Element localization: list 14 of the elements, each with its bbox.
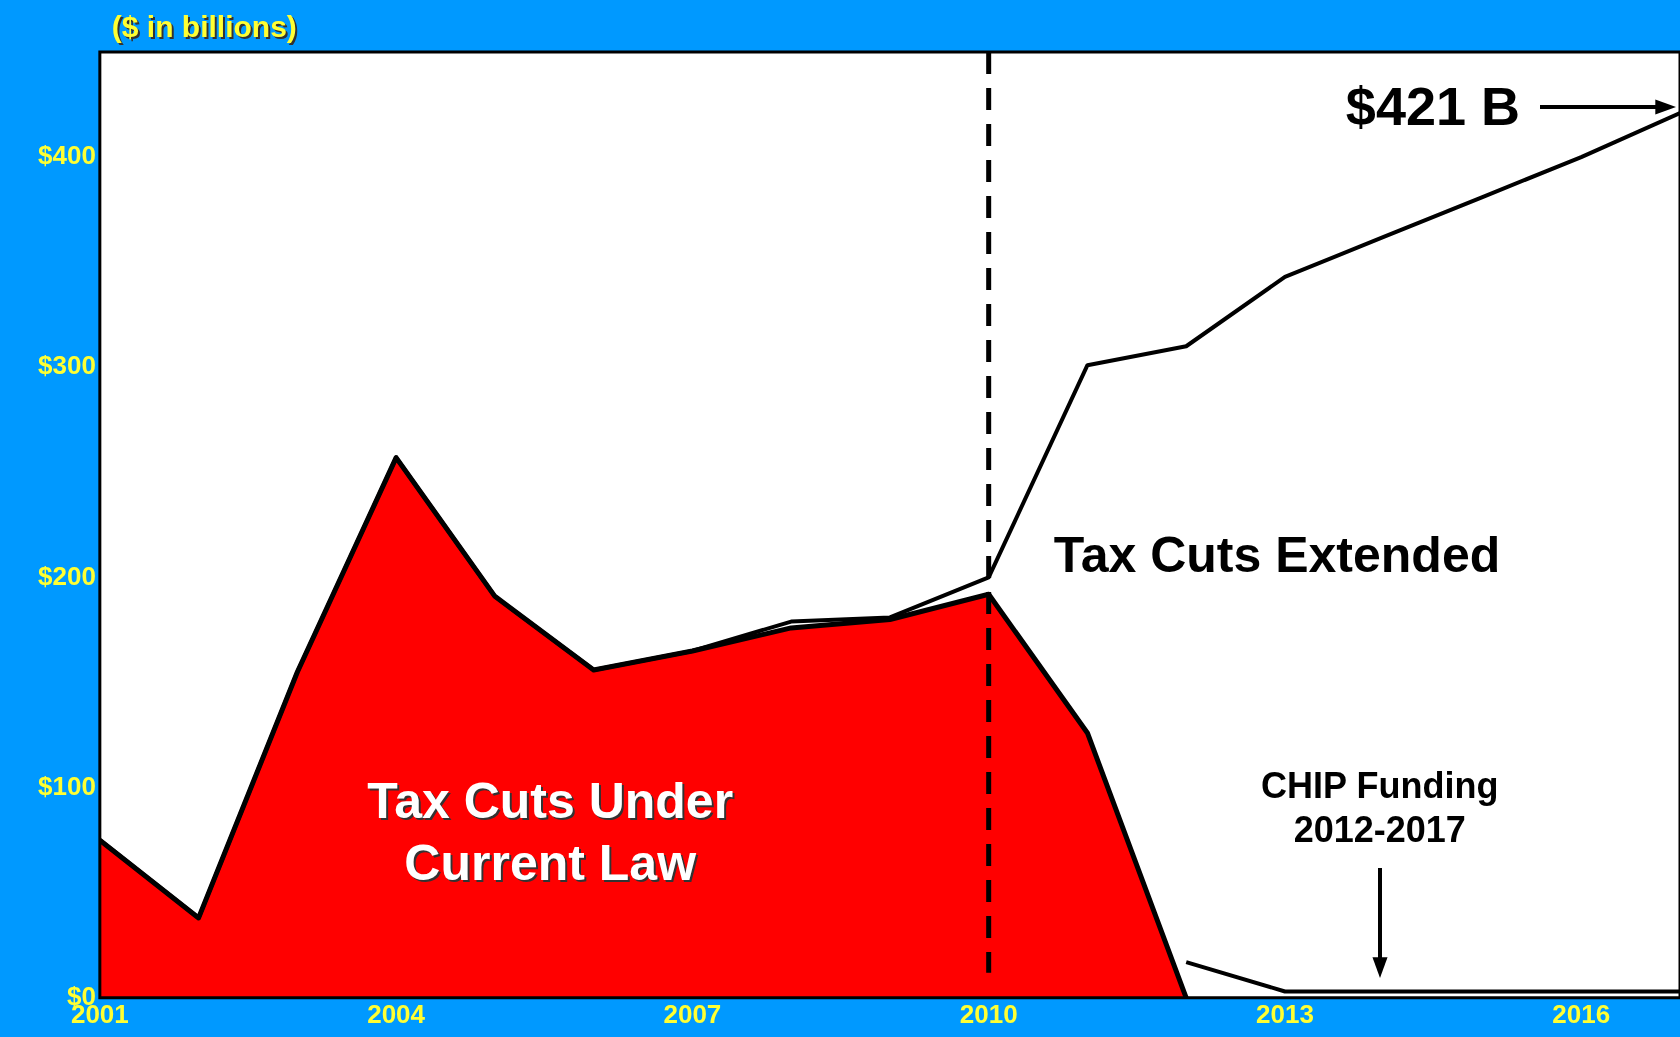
- x-tick-label: 2016: [1552, 998, 1611, 1029]
- series-label: Tax Cuts Extended: [1053, 527, 1501, 584]
- annotation: CHIP Funding 2012-2017: [1261, 764, 1499, 850]
- x-tick-label: 2004: [367, 998, 426, 1029]
- annotation: $421 B: [1345, 75, 1520, 136]
- y-tick-label: $200: [38, 560, 96, 591]
- y-tick-label: $400: [38, 140, 96, 171]
- series-label: Tax Cuts Under Current Law: [367, 773, 734, 894]
- y-axis-title: ($ in billions): [113, 12, 299, 45]
- y-tick-label: $100: [38, 770, 96, 801]
- y-tick-label: $300: [38, 350, 96, 381]
- x-tick-label: 2013: [1256, 998, 1314, 1029]
- x-tick-label: 2010: [959, 998, 1018, 1029]
- x-tick-label: 2007: [663, 998, 722, 1029]
